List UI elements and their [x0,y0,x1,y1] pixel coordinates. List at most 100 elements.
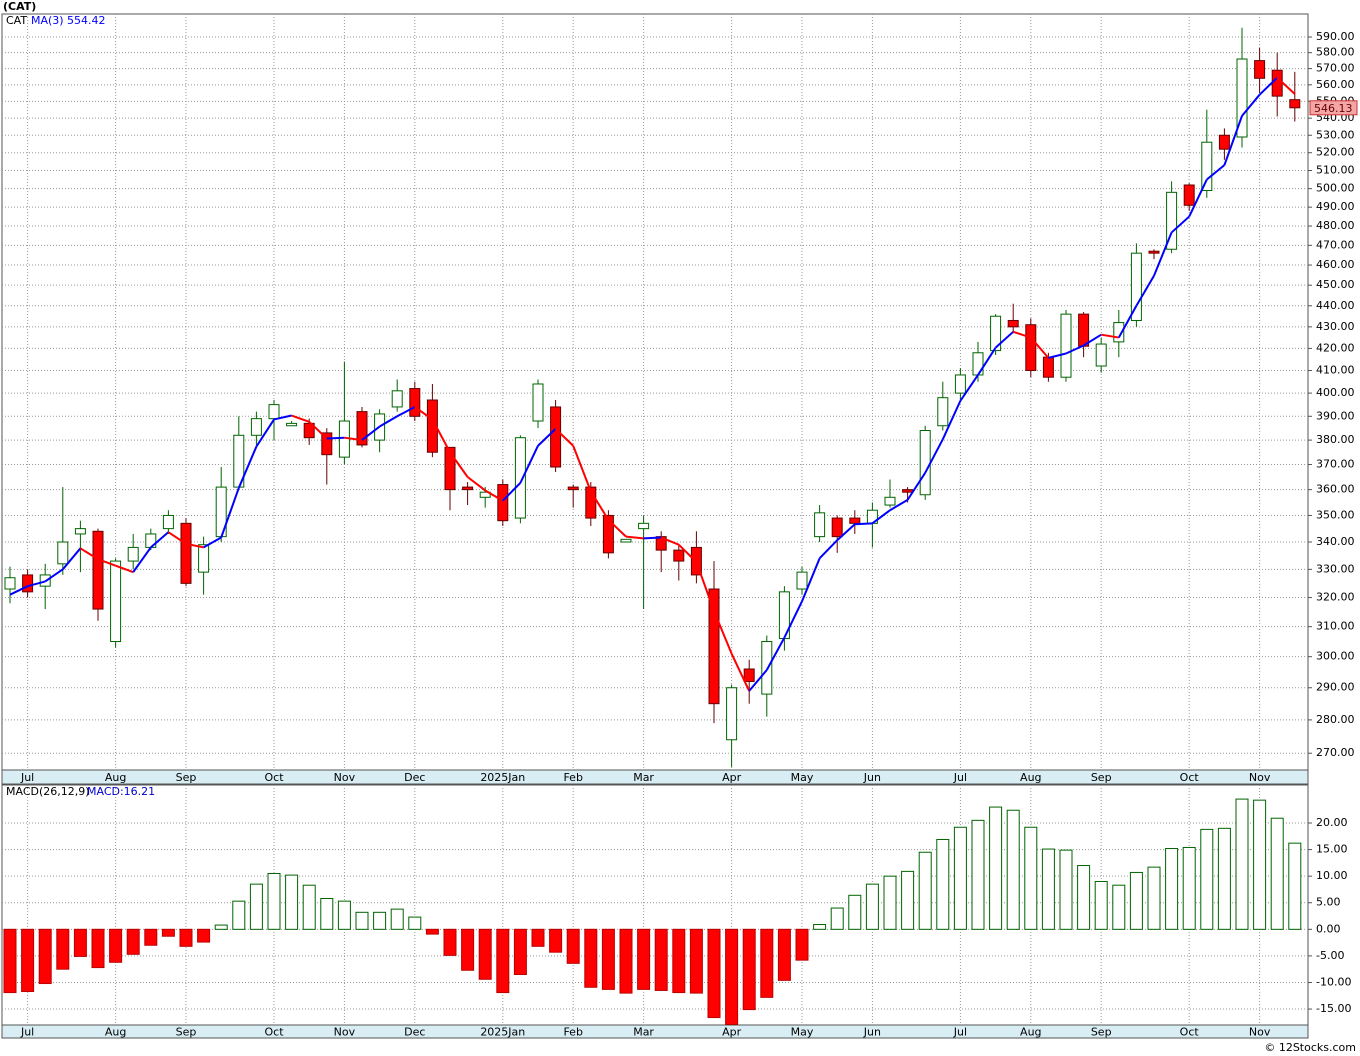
macd-bar [760,928,774,998]
y-tick-label: 590.00 [1316,30,1355,43]
y-tick-label: 510.00 [1316,164,1355,177]
candle-body [532,383,544,422]
x-tick-label: Oct [264,771,284,784]
x-tick-label: Mar [633,771,654,784]
footer: © 12Stocks.com [1264,1041,1356,1054]
macd-bar [1217,827,1231,930]
ma-line [537,428,557,447]
ma-line [132,546,152,573]
ma-line [466,476,486,492]
macd-bar [707,928,721,1019]
ma-line [748,669,768,692]
legend-ticker: CAT [6,14,27,27]
x-tick-label: Nov [1249,771,1271,784]
y-tick-label: 440.00 [1316,299,1355,312]
y-tick-label: 420.00 [1316,341,1355,354]
x-tick-label: Jul [953,1026,967,1039]
macd-bar [989,806,1003,930]
ma-line [379,415,398,428]
candle-body [814,512,826,538]
ma-line [1170,215,1190,234]
y-tick-label: 10.00 [1316,869,1348,882]
ma-line [572,445,592,492]
macd-bar [865,883,879,930]
macd-bar [1182,846,1196,930]
ma-line [431,418,451,453]
macd-bar [3,928,17,994]
ma-line [783,600,803,638]
ma-line [871,509,891,525]
x-tick-label: Jun [863,1026,881,1039]
macd-bar [302,884,316,930]
chart-title: (CAT) [3,0,36,13]
y-tick-label: 340.00 [1316,535,1355,548]
y-tick-label: 390.00 [1316,409,1355,422]
candle-body [954,374,966,394]
x-tick-label: Aug [105,771,126,784]
candle-body [1042,356,1054,378]
ma-line [1083,333,1102,347]
ma-line [203,536,222,549]
x-tick-label: Jul [20,771,34,784]
macd-bar [320,897,334,930]
candle-body [796,571,808,590]
ma-line [27,580,46,588]
y-tick-label: 5.00 [1316,896,1341,909]
ma-line [854,522,873,526]
y-tick-label: 500.00 [1316,182,1355,195]
y-tick-label: 450.00 [1316,278,1355,291]
macd-bar [601,928,615,990]
macd-bar [742,928,756,1011]
candle-body [303,422,315,439]
y-tick-label: -10.00 [1316,975,1351,988]
macd-bar [197,928,211,943]
last-price-box [1309,100,1358,116]
candle-body [180,522,192,584]
ma-line [308,421,328,440]
macd-bar [637,928,651,990]
x-tick-label: Aug [105,1026,126,1039]
macd-bar [1059,849,1073,930]
macd-bar [1024,826,1038,930]
ma-line [1188,179,1208,217]
macd-bar [337,900,351,930]
y-tick-label: -5.00 [1316,949,1344,962]
ma-line [255,418,275,448]
ma-line [643,536,662,540]
candle-body [1025,324,1037,371]
candle-body [726,687,738,741]
candle-body [1060,313,1072,378]
candle-body [550,406,562,468]
macd-bar [73,928,87,957]
legend-series: MA(3) [31,14,64,27]
y-tick-label: -15.00 [1316,1002,1351,1015]
plot-area [1,13,1309,771]
candle-body [902,489,914,493]
x-tick-label: Nov [1249,1026,1271,1039]
candle-body [1218,134,1230,150]
ma-line [484,489,504,502]
candle-body [1113,322,1125,343]
x-tick-label: Nov [334,771,356,784]
macd-bar [390,908,404,930]
candle-body [638,522,650,530]
macd-bar [1129,871,1143,930]
macd-bar [408,916,422,930]
x-tick-label: Apr [722,1026,742,1039]
y-tick-label: 350.00 [1316,508,1355,521]
macd-bar [161,928,175,937]
ma-line [237,446,258,489]
macd-bar [249,883,263,930]
ma-line [502,482,522,502]
y-tick-label: 460.00 [1316,258,1355,271]
x-axis-strip [1,1024,1309,1039]
macd-bar [144,928,158,946]
ma-line [44,568,64,583]
macd-bar [813,924,827,930]
y-tick-label: 15.00 [1316,843,1348,856]
ma-line [326,436,345,440]
candle-body [1148,250,1160,254]
ma-line [1012,330,1032,339]
y-tick-label: 560.00 [1316,78,1355,91]
macd-bar [672,928,686,994]
